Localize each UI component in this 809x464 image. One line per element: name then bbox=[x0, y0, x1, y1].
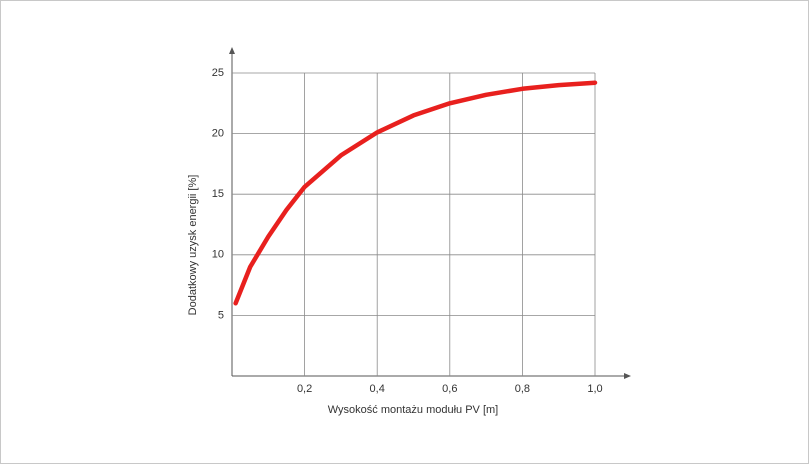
x-tick-label: 0,8 bbox=[515, 383, 530, 395]
x-tick-label: 0,4 bbox=[370, 383, 385, 395]
y-tick-label: 15 bbox=[212, 188, 224, 200]
y-tick-label: 10 bbox=[212, 249, 224, 261]
y-axis-label: Dodatkowy uzysk energii [%] bbox=[187, 175, 199, 316]
y-tick-label: 20 bbox=[212, 128, 224, 140]
x-tick-label: 1,0 bbox=[587, 383, 602, 395]
data-line bbox=[233, 80, 598, 306]
y-tick-label: 5 bbox=[218, 309, 224, 321]
x-axis-label: Wysokość montażu modułu PV [m] bbox=[328, 404, 498, 416]
y-tick-label: 25 bbox=[212, 67, 224, 79]
x-tick-label: 0,6 bbox=[442, 383, 457, 395]
x-tick-label: 0,2 bbox=[297, 383, 312, 395]
